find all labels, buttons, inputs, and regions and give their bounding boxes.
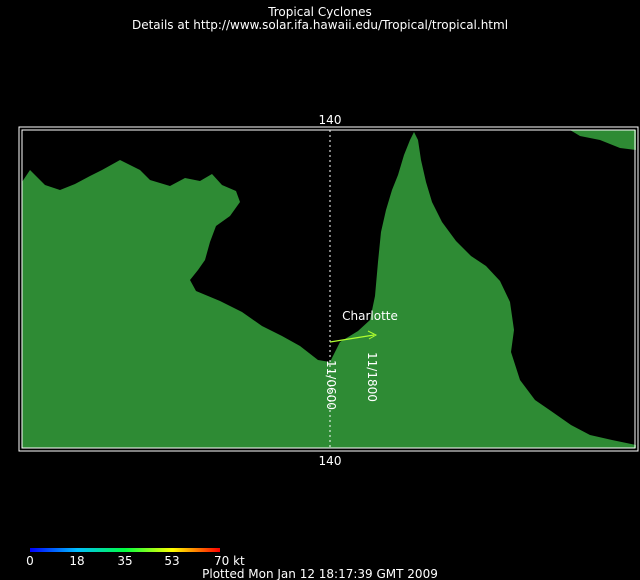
storm-track: Charlotte 11/0600 11/1800 bbox=[324, 309, 398, 410]
colorbar-label: 70 kt bbox=[214, 554, 245, 568]
frame-inner bbox=[21, 129, 636, 449]
land bbox=[22, 132, 636, 448]
title: Tropical Cyclones bbox=[267, 5, 372, 19]
meridian-label: 140 bbox=[319, 113, 342, 127]
meridian-label: 140 bbox=[319, 454, 342, 468]
time-label: 11/1800 bbox=[365, 352, 379, 402]
storm-name: Charlotte bbox=[342, 309, 398, 323]
footer: Plotted Mon Jan 12 18:17:39 GMT 2009 bbox=[202, 567, 438, 580]
subtitle: Details at http://www.solar.ifa.hawaii.e… bbox=[132, 18, 508, 32]
time-label: 11/0600 bbox=[324, 360, 338, 410]
colorbar bbox=[30, 548, 220, 552]
track-line bbox=[329, 334, 375, 343]
frame-outer bbox=[18, 126, 639, 452]
track-arrow bbox=[367, 330, 378, 340]
colorbar-label: 18 bbox=[69, 554, 84, 568]
colorbar-label: 0 bbox=[26, 554, 34, 568]
land-north bbox=[570, 130, 636, 150]
colorbar-label: 53 bbox=[164, 554, 179, 568]
map: 140 140 bbox=[18, 113, 639, 468]
colorbar-label: 35 bbox=[117, 554, 132, 568]
